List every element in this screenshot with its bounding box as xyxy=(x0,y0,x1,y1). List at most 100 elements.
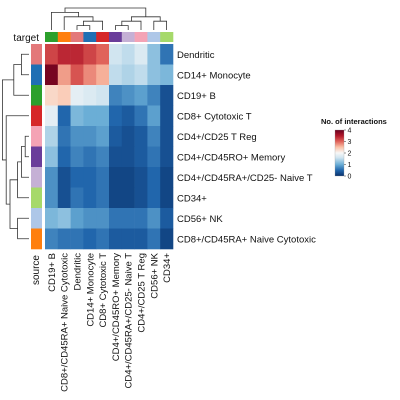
column-label: CD4+/CD45RA+/CD25- Naive T xyxy=(124,253,135,389)
source-annotation-cd19-b xyxy=(31,85,42,106)
heatmap-cell xyxy=(121,167,135,188)
heatmap-cell xyxy=(147,44,161,65)
row-label: CD4+/CD45RO+ Memory xyxy=(177,152,285,163)
column-dendrogram-branch xyxy=(64,7,147,17)
target-annotation-bar xyxy=(45,32,174,42)
heatmap-cell xyxy=(109,187,123,209)
column-dendrogram-branch xyxy=(153,20,167,30)
heatmap-cell xyxy=(83,167,97,188)
row-label: CD34+ xyxy=(177,193,207,204)
heatmap-cell xyxy=(45,105,59,127)
column-dendrogram-branch xyxy=(76,25,91,30)
source-annotation-cd8-cytotoxic-t xyxy=(31,105,42,127)
heatmap-cell xyxy=(109,167,123,188)
row-label: CD4+/CD45RA+/CD25- Naive T xyxy=(177,173,313,184)
row-dendrogram-branch xyxy=(9,179,18,229)
row-dendrogram-branch xyxy=(21,53,29,76)
legend-title: No. of interactions xyxy=(321,117,387,126)
row-dendrogram xyxy=(2,53,29,240)
heatmap-cell xyxy=(121,64,135,86)
row-label: CD4+/CD25 T Reg xyxy=(177,132,257,143)
heatmap-cell xyxy=(147,64,161,86)
column-label: CD14+ Monocyte xyxy=(85,253,96,327)
row-dendrogram-branch xyxy=(17,217,29,240)
heatmap-cell xyxy=(57,228,71,250)
row-label: CD8+/CD45RA+ Naive Cytotoxic xyxy=(177,234,316,245)
heatmap-cell xyxy=(70,146,84,168)
heatmap-cell xyxy=(96,85,110,106)
heatmap-cell xyxy=(57,208,71,229)
heatmap-cell xyxy=(96,167,110,188)
heatmap-cell xyxy=(134,187,148,209)
heatmap-cell xyxy=(45,85,59,106)
target-annotation-cd34 xyxy=(160,32,174,42)
column-dendrogram-branch xyxy=(115,25,129,30)
heatmap-cell xyxy=(160,105,174,127)
heatmap-cell xyxy=(96,208,110,229)
heatmap-cell xyxy=(160,208,174,229)
heatmap-cell xyxy=(45,126,59,147)
column-label: CD19+ B xyxy=(47,253,58,292)
heatmap-cell xyxy=(109,228,123,250)
heatmap-cell xyxy=(45,44,59,65)
target-annotation-cd8-cd45ra-naive-cytotoxic xyxy=(57,32,71,42)
source-annotation-cd14-monocyte xyxy=(31,64,42,86)
heatmap-cell xyxy=(109,126,123,147)
legend-tick-label: 1 xyxy=(348,162,352,169)
row-dendrogram-branch xyxy=(17,161,29,199)
heatmap-cell xyxy=(147,85,161,106)
heatmap-cell xyxy=(160,126,174,147)
heatmap-cell xyxy=(57,64,71,86)
source-annotation-cd34 xyxy=(31,187,42,209)
heatmap-cell xyxy=(83,126,97,147)
target-annotation-cd19-b xyxy=(45,32,59,42)
column-label: CD8+/CD45RA+ Naive Cytotoxic xyxy=(60,253,71,392)
heatmap-cell xyxy=(121,105,135,127)
heatmap-cell xyxy=(147,146,161,168)
heatmap-cell xyxy=(147,228,161,250)
target-annotation-cd4-cd45ro-memory xyxy=(109,32,123,42)
source-annotation-cd4-cd25-t-reg xyxy=(31,126,42,147)
heatmap-cell xyxy=(134,228,148,250)
row-label: CD14+ Monocyte xyxy=(177,70,251,81)
heatmap-cell xyxy=(160,44,174,65)
source-annotation-cd4-cd45ro-memory xyxy=(31,146,42,168)
heatmap-cell xyxy=(109,208,123,229)
heatmap-cell xyxy=(134,126,148,147)
heatmap-cell xyxy=(83,85,97,106)
heatmap-cell xyxy=(160,167,174,188)
heatmap-cell xyxy=(160,85,174,106)
heatmap-cell xyxy=(45,208,59,229)
column-dendrogram-branch xyxy=(131,16,161,22)
heatmap-cell xyxy=(70,187,84,209)
row-label: CD19+ B xyxy=(177,91,216,102)
heatmap-cell xyxy=(160,187,174,209)
row-dendrogram-branch xyxy=(2,79,14,161)
column-dendrogram-branch xyxy=(63,16,94,30)
heatmap-cell xyxy=(121,85,135,106)
heatmap-cell xyxy=(121,228,135,250)
row-label: CD56+ NK xyxy=(177,214,223,225)
heatmap-cell xyxy=(109,146,123,168)
heatmap-cell xyxy=(57,167,71,188)
heatmap-cell xyxy=(121,44,135,65)
heatmap-cell xyxy=(134,44,148,65)
heatmap-cell xyxy=(45,146,59,168)
target-annotation-label: target xyxy=(13,33,39,44)
heatmap-cell xyxy=(121,126,135,147)
target-annotation-cd14-monocyte xyxy=(83,32,97,42)
heatmap-cell xyxy=(147,167,161,188)
heatmap-cell xyxy=(57,44,71,65)
heatmap-cell xyxy=(109,105,123,127)
heatmap-cell xyxy=(70,167,84,188)
column-label: CD56+ NK xyxy=(149,252,160,298)
heatmap-cell xyxy=(83,146,97,168)
column-label: CD34+ xyxy=(162,253,173,283)
heatmap-cell xyxy=(83,187,97,209)
heatmap-cell xyxy=(96,64,110,86)
target-annotation-cd4-cd45ra-cd25-naive-t xyxy=(121,32,135,42)
heatmap-cell xyxy=(134,105,148,127)
source-annotation-cd4-cd45ra-cd25-naive-t xyxy=(31,167,42,188)
heatmap-cell xyxy=(83,44,97,65)
heatmap-cell xyxy=(134,208,148,229)
